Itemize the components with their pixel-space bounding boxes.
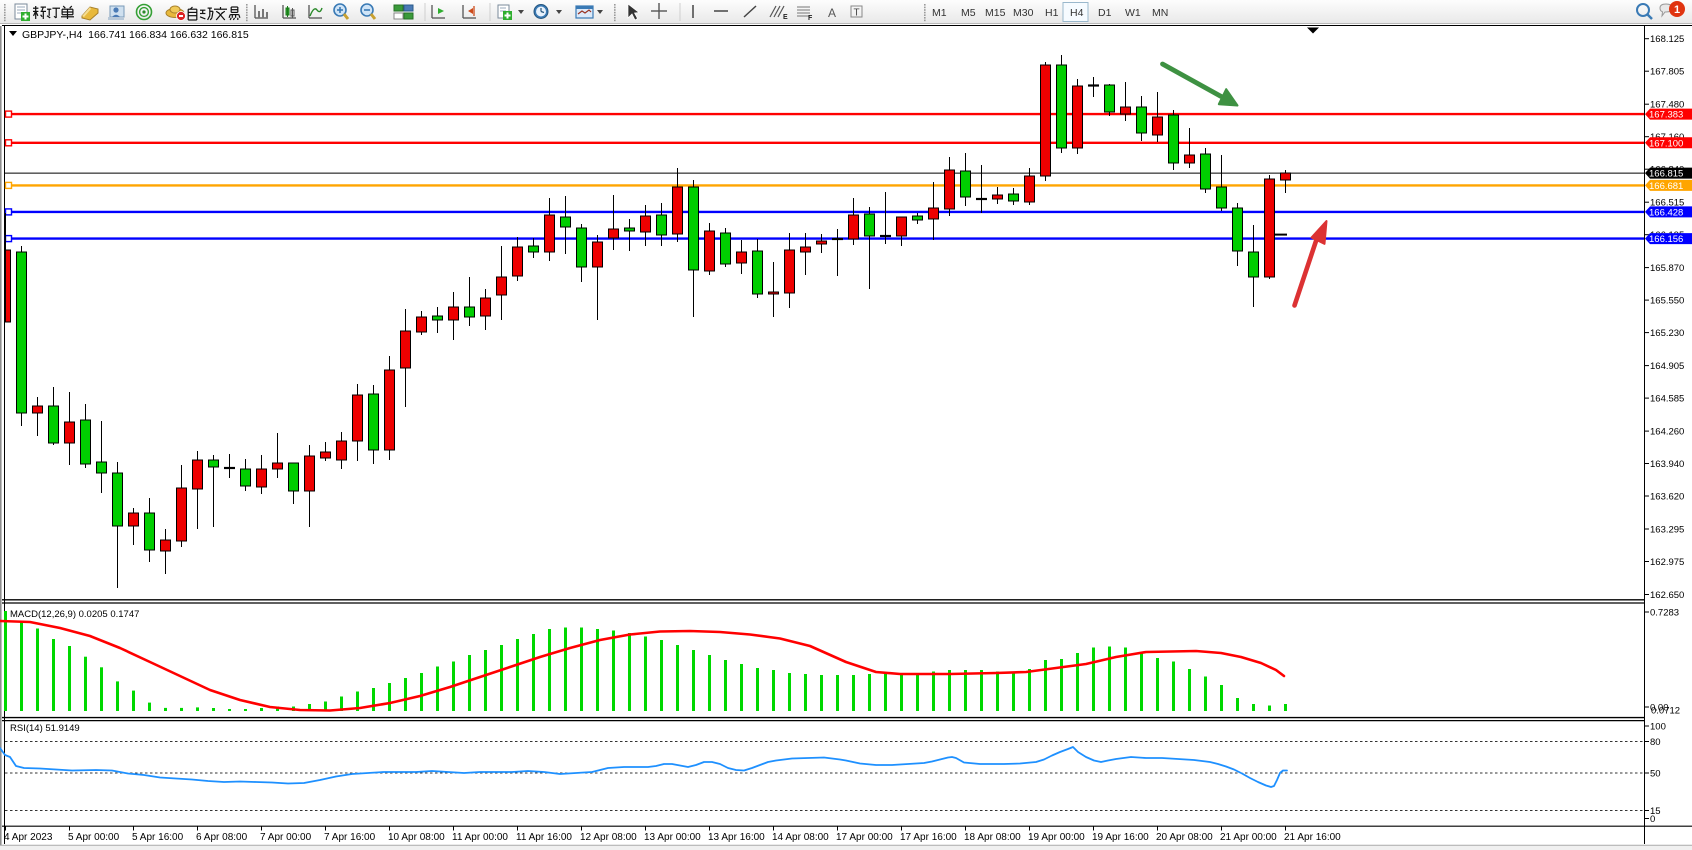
svg-text:RSI(14) 51.9149: RSI(14) 51.9149 (10, 723, 80, 734)
svg-text:163.295: 163.295 (1650, 525, 1684, 536)
svg-text:11 Apr 16:00: 11 Apr 16:00 (516, 832, 572, 843)
svg-text:11 Apr 00:00: 11 Apr 00:00 (452, 832, 508, 843)
svg-text:80: 80 (1650, 737, 1661, 748)
svg-text:165.870: 165.870 (1650, 263, 1684, 274)
svg-text:T: T (854, 8, 860, 19)
svg-text:12 Apr 08:00: 12 Apr 08:00 (580, 832, 637, 843)
svg-text:166.428: 166.428 (1649, 207, 1683, 218)
svg-text:0.0712: 0.0712 (1651, 706, 1680, 717)
svg-text:H1: H1 (1045, 7, 1059, 19)
svg-text:167.805: 167.805 (1650, 67, 1684, 78)
svg-text:14 Apr 08:00: 14 Apr 08:00 (772, 832, 829, 843)
svg-text:0: 0 (1650, 814, 1655, 825)
svg-text:F: F (808, 15, 813, 22)
svg-text:MACD(12,26,9) 0.0205 0.1747: MACD(12,26,9) 0.0205 0.1747 (10, 609, 139, 620)
svg-text:163.940: 163.940 (1650, 459, 1684, 470)
svg-text:6 Apr 08:00: 6 Apr 08:00 (196, 832, 248, 843)
svg-text:50: 50 (1650, 769, 1661, 780)
svg-text:M15: M15 (985, 7, 1006, 19)
svg-text:A: A (828, 6, 836, 20)
svg-text:5 Apr 00:00: 5 Apr 00:00 (68, 832, 120, 843)
svg-text:5 Apr 16:00: 5 Apr 16:00 (132, 832, 184, 843)
svg-text:19 Apr 16:00: 19 Apr 16:00 (1092, 832, 1149, 843)
svg-text:10 Apr 08:00: 10 Apr 08:00 (388, 832, 445, 843)
svg-text:164.585: 164.585 (1650, 394, 1684, 405)
svg-text:166.815: 166.815 (1649, 169, 1683, 180)
svg-text:13 Apr 16:00: 13 Apr 16:00 (708, 832, 765, 843)
svg-text:W1: W1 (1125, 7, 1141, 19)
svg-text:165.550: 165.550 (1650, 296, 1684, 307)
svg-text:E: E (783, 14, 788, 21)
svg-text:H4: H4 (1070, 7, 1084, 19)
svg-text:1: 1 (1674, 4, 1680, 16)
svg-text:162.975: 162.975 (1650, 557, 1684, 568)
svg-text:167.480: 167.480 (1650, 100, 1684, 111)
svg-text:166.156: 166.156 (1649, 234, 1683, 245)
svg-text:163.620: 163.620 (1650, 492, 1684, 503)
svg-text:20 Apr 08:00: 20 Apr 08:00 (1156, 832, 1213, 843)
svg-text:18 Apr 08:00: 18 Apr 08:00 (964, 832, 1021, 843)
svg-text:17 Apr 16:00: 17 Apr 16:00 (900, 832, 957, 843)
svg-text:7 Apr 16:00: 7 Apr 16:00 (324, 832, 376, 843)
svg-text:164.905: 164.905 (1650, 361, 1684, 372)
svg-text:0.7283: 0.7283 (1650, 608, 1679, 619)
svg-text:7 Apr 00:00: 7 Apr 00:00 (260, 832, 312, 843)
svg-text:168.125: 168.125 (1650, 34, 1684, 45)
svg-text:13 Apr 00:00: 13 Apr 00:00 (644, 832, 701, 843)
svg-text:167.383: 167.383 (1649, 110, 1683, 121)
svg-text:MN: MN (1152, 7, 1168, 19)
svg-text:M1: M1 (932, 7, 947, 19)
svg-text:17 Apr 00:00: 17 Apr 00:00 (836, 832, 893, 843)
svg-text:162.650: 162.650 (1650, 590, 1684, 601)
svg-text:0.00: 0.00 (1650, 703, 1669, 714)
svg-text:166.681: 166.681 (1649, 181, 1683, 192)
svg-text:21 Apr 16:00: 21 Apr 16:00 (1284, 832, 1341, 843)
svg-text:166.515: 166.515 (1650, 198, 1684, 209)
svg-text:100: 100 (1650, 722, 1666, 733)
svg-text:167.100: 167.100 (1649, 138, 1683, 149)
svg-text:4 Apr 2023: 4 Apr 2023 (4, 832, 53, 843)
svg-text:GBPJPY-,H4 166.741 166.834 16: GBPJPY-,H4 166.741 166.834 166.632 166.8… (22, 29, 249, 41)
svg-text:M5: M5 (961, 7, 976, 19)
svg-text:165.230: 165.230 (1650, 328, 1684, 339)
svg-text:164.260: 164.260 (1650, 427, 1684, 438)
svg-text:15: 15 (1650, 806, 1661, 817)
svg-text:21 Apr 00:00: 21 Apr 00:00 (1220, 832, 1277, 843)
svg-text:M30: M30 (1013, 7, 1034, 19)
svg-text:D1: D1 (1098, 7, 1112, 19)
svg-text:19 Apr 00:00: 19 Apr 00:00 (1028, 832, 1085, 843)
